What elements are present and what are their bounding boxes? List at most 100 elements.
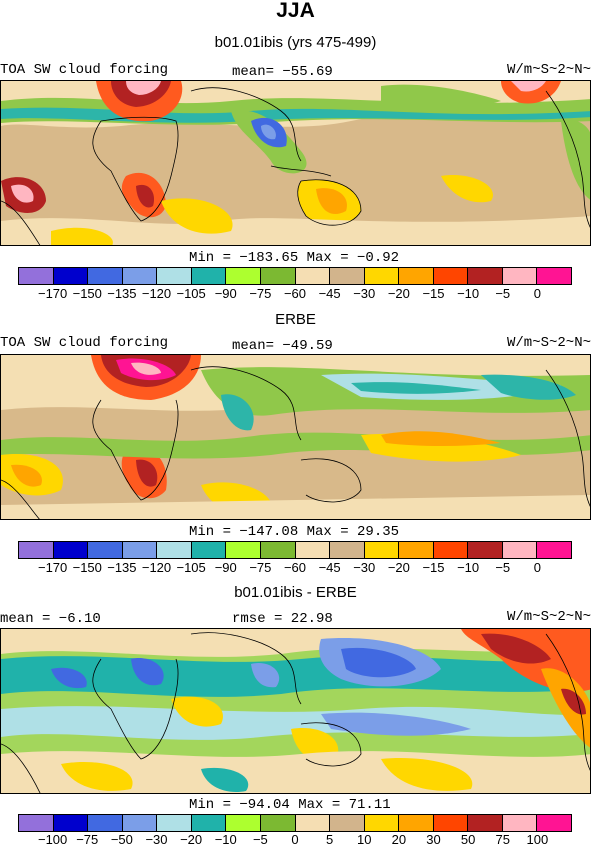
colorbar-swatch xyxy=(122,268,158,284)
panel-2-colorbar xyxy=(18,541,572,559)
panel-1-colorbar xyxy=(18,267,572,285)
colorbar-tick-label: −20 xyxy=(180,832,203,847)
colorbar-tick-label: −120 xyxy=(141,286,172,301)
colorbar-tick-label: −150 xyxy=(72,560,102,575)
colorbar-swatch xyxy=(433,542,469,558)
panel-3-colorbar-ticks: −100 −75 −50 −30 −20 −10 −5 0 5 10 20 30 50 75 100 xyxy=(18,832,572,848)
panel-2-mean-label: mean= −49.59 xyxy=(232,338,333,354)
colorbar-swatch xyxy=(19,815,54,831)
colorbar-swatch xyxy=(260,268,296,284)
colorbar-tick-label: 10 xyxy=(357,832,372,847)
colorbar-tick-label: −45 xyxy=(318,560,341,575)
colorbar-swatch xyxy=(191,542,227,558)
panel-2-units-label: W/m~S~2~N~ xyxy=(506,335,591,351)
colorbar-swatch xyxy=(537,815,571,831)
colorbar-swatch xyxy=(157,542,192,558)
colorbar-swatch xyxy=(399,542,434,558)
panel-3-colorbar xyxy=(18,814,572,832)
colorbar-tick-label: −10 xyxy=(457,560,480,575)
colorbar-tick-label: 75 xyxy=(495,832,510,847)
colorbar-swatch xyxy=(122,815,158,831)
panel-1-mean-label: mean= −55.69 xyxy=(232,64,333,80)
colorbar-swatch xyxy=(295,542,331,558)
colorbar-tick-label: −60 xyxy=(283,286,307,301)
colorbar-tick-label: −50 xyxy=(110,832,133,847)
panel-1-units-label: W/m~S~2~N~ xyxy=(506,62,591,78)
figure-title: JJA xyxy=(276,0,315,22)
colorbar-swatch xyxy=(537,542,571,558)
colorbar-tick-label: −10 xyxy=(214,832,237,847)
panel-2-min-max: Min = −147.08 Max = 29.35 xyxy=(189,524,400,540)
colorbar-swatch xyxy=(364,542,400,558)
colorbar-tick-label: 50 xyxy=(460,832,476,847)
colorbar-swatch xyxy=(399,268,434,284)
panel-3-map xyxy=(0,628,591,794)
colorbar-swatch xyxy=(157,815,192,831)
colorbar-tick-label: −170 xyxy=(37,560,68,575)
colorbar-tick-label: −170 xyxy=(37,286,68,301)
colorbar-tick-label: −30 xyxy=(353,286,376,301)
colorbar-swatch xyxy=(330,268,365,284)
panel-1-colorbar-ticks: −170 −150 −135 −120 −105 −90 −75 −60 −45 −30 −20 −1… xyxy=(18,286,572,302)
colorbar-swatch xyxy=(122,542,158,558)
colorbar-tick-label: −75 xyxy=(249,286,272,301)
colorbar-swatch xyxy=(260,815,296,831)
colorbar-swatch xyxy=(88,542,123,558)
colorbar-tick-label: −15 xyxy=(422,286,445,301)
colorbar-tick-label: 0 xyxy=(533,560,541,575)
colorbar-swatch xyxy=(295,268,331,284)
colorbar-swatch xyxy=(53,815,89,831)
colorbar-tick-label: −135 xyxy=(107,286,137,301)
colorbar-tick-label: −5 xyxy=(252,832,268,847)
colorbar-swatch xyxy=(191,815,227,831)
colorbar-swatch xyxy=(330,542,365,558)
colorbar-tick-label: −100 xyxy=(37,832,68,847)
colorbar-tick-label: 5 xyxy=(326,832,334,847)
colorbar-tick-label: −75 xyxy=(249,560,272,575)
colorbar-tick-label: 0 xyxy=(291,832,299,847)
colorbar-tick-label: −90 xyxy=(214,560,237,575)
colorbar-swatch xyxy=(433,815,469,831)
colorbar-swatch xyxy=(226,268,261,284)
panel-3-units-label: W/m~S~2~N~ xyxy=(506,609,591,625)
colorbar-swatch xyxy=(53,542,89,558)
colorbar-tick-label: −15 xyxy=(422,560,445,575)
colorbar-swatch xyxy=(502,268,538,284)
panel-1-subtitle: b01.01ibis (yrs 475-499) xyxy=(214,34,377,51)
colorbar-swatch xyxy=(157,268,192,284)
colorbar-swatch xyxy=(330,815,365,831)
panel-3-min-max: Min = −94.04 Max = 71.11 xyxy=(189,797,391,813)
colorbar-tick-label: −30 xyxy=(353,560,376,575)
panel-2-colorbar-ticks: −170 −150 −135 −120 −105 −90 −75 −60 −45 −30 −20 −1… xyxy=(18,560,572,576)
panel-3-subtitle: b01.01ibis - ERBE xyxy=(234,584,357,601)
colorbar-swatch xyxy=(537,268,571,284)
colorbar-swatch xyxy=(19,268,54,284)
panel-1-variable-label: TOA SW cloud forcing xyxy=(0,62,169,78)
colorbar-swatch xyxy=(295,815,331,831)
colorbar-swatch xyxy=(433,268,469,284)
panel-3-rmse-label: rmse = 22.98 xyxy=(232,611,333,627)
colorbar-tick-label: 0 xyxy=(533,286,541,301)
colorbar-swatch xyxy=(19,542,54,558)
colorbar-tick-label: −135 xyxy=(107,560,137,575)
colorbar-tick-label: −5 xyxy=(495,560,511,575)
colorbar-swatch xyxy=(399,815,434,831)
colorbar-tick-label: −150 xyxy=(72,286,102,301)
panel-3-mean-label: mean = −6.10 xyxy=(0,611,101,627)
colorbar-swatch xyxy=(88,815,123,831)
colorbar-swatch xyxy=(468,815,503,831)
colorbar-tick-label: −120 xyxy=(141,560,172,575)
colorbar-tick-label: −20 xyxy=(387,560,410,575)
colorbar-tick-label: −75 xyxy=(76,832,99,847)
colorbar-swatch xyxy=(226,542,261,558)
panel-1-min-max: Min = −183.65 Max = −0.92 xyxy=(189,250,400,266)
colorbar-swatch xyxy=(502,815,538,831)
colorbar-tick-label: −105 xyxy=(176,286,206,301)
colorbar-swatch xyxy=(191,268,227,284)
colorbar-tick-label: −90 xyxy=(214,286,237,301)
panel-2-map xyxy=(0,354,591,520)
colorbar-swatch xyxy=(226,815,261,831)
colorbar-tick-label: −45 xyxy=(318,286,341,301)
colorbar-swatch xyxy=(364,268,400,284)
colorbar-swatch xyxy=(53,268,89,284)
